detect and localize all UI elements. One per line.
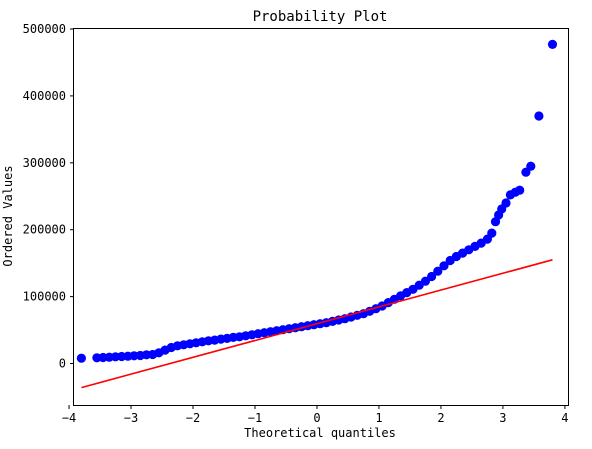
- data-point: [439, 261, 449, 271]
- x-tick-label: −3: [124, 411, 138, 425]
- x-tick-label: 1: [375, 411, 382, 425]
- x-tick-label: −1: [248, 411, 262, 425]
- data-point: [534, 111, 544, 121]
- x-tick-label: −2: [186, 411, 200, 425]
- data-point: [547, 39, 558, 50]
- x-tick-label: −4: [62, 411, 76, 425]
- data-point: [433, 266, 443, 276]
- data-point: [487, 228, 497, 238]
- data-point: [427, 271, 437, 282]
- y-tick-label: 100000: [23, 290, 66, 304]
- y-tick-label: 200000: [23, 223, 66, 237]
- x-axis-label: Theoretical quantiles: [244, 426, 396, 440]
- axis-ticks: −4 −3 −2 −1 0 1 2 3 4 0 100000 200000 300000 400000 50…: [23, 22, 569, 425]
- data-point: [515, 185, 525, 195]
- plot-content: [76, 39, 558, 389]
- chart-title: Probability Plot: [253, 9, 388, 25]
- data-point: [526, 161, 536, 171]
- y-tick-label: 300000: [23, 156, 66, 170]
- x-tick-label: 2: [437, 411, 444, 425]
- y-axis-label: Ordered Values: [1, 165, 15, 266]
- x-tick-label: 3: [499, 411, 506, 425]
- y-tick-label: 400000: [23, 89, 66, 103]
- data-point: [501, 198, 511, 208]
- x-tick-label: 0: [313, 411, 320, 425]
- plot-frame: [73, 28, 569, 406]
- x-tick-label: 4: [561, 411, 568, 425]
- data-point: [76, 353, 86, 363]
- y-tick-label: 500000: [23, 22, 66, 36]
- y-tick-label: 0: [59, 357, 66, 371]
- fit-line: [81, 259, 553, 389]
